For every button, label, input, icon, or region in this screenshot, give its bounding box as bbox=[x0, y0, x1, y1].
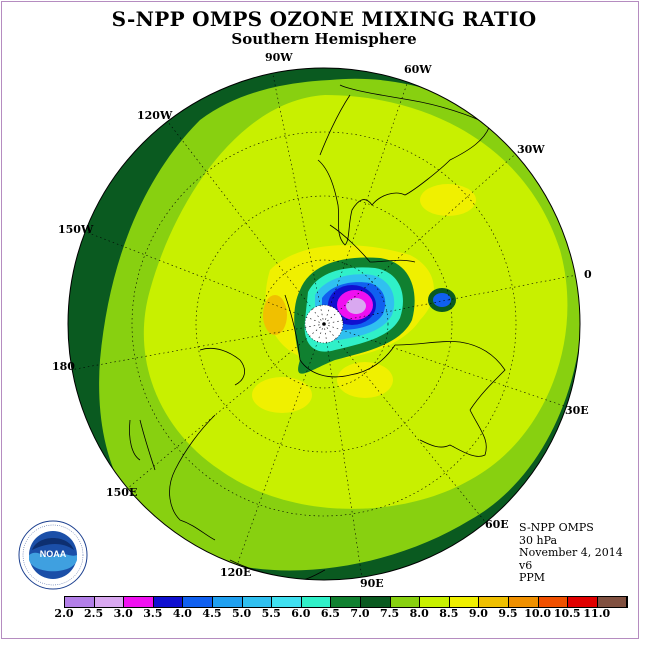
map-frame bbox=[1, 1, 639, 639]
colorbar-tick-label: 11.0 bbox=[583, 607, 611, 620]
colorbar-tick-label: 4.0 bbox=[172, 607, 192, 620]
colorbar-tick-label: 6.5 bbox=[320, 607, 340, 620]
colorbar-tick-label: 10.5 bbox=[553, 607, 581, 620]
colorbar-tick-label: 2.0 bbox=[54, 607, 74, 620]
colorbar-swatch bbox=[242, 597, 273, 607]
colorbar-labels: 2.0 2.5 3.0 3.5 4.0 4.5 5.0 5.5 6.0 6.5 7.0 7.5 8.0 8… bbox=[0, 607, 648, 621]
colorbar-tick-label: 9.5 bbox=[498, 607, 518, 620]
info-version: v6 bbox=[519, 558, 533, 572]
colorbar-swatch bbox=[331, 597, 361, 607]
lon-label-60w: 60W bbox=[404, 63, 432, 76]
map-subtitle: Southern Hemisphere bbox=[231, 30, 417, 48]
graticule-parallels bbox=[131, 131, 517, 517]
lon-label-60e: 60E bbox=[485, 518, 509, 531]
colorbar-tick-label: 9.0 bbox=[468, 607, 488, 620]
info-instrument: S-NPP OMPS bbox=[519, 521, 594, 534]
map-title: S-NPP OMPS OZONE MIXING RATIO bbox=[111, 7, 537, 31]
coastlines bbox=[129, 84, 506, 580]
ozone-blob-yellow-3 bbox=[337, 362, 393, 398]
lon-label-150w: 150W bbox=[58, 223, 94, 236]
colorbar-swatch bbox=[65, 597, 95, 607]
colorbar-tick-label: 5.0 bbox=[232, 607, 252, 620]
info-block: S-NPP OMPS 30 hPa November 4, 2014 v6 PP… bbox=[519, 521, 623, 585]
lon-label-120w: 120W bbox=[137, 109, 173, 122]
colorbar-tick-label: 10.0 bbox=[524, 607, 551, 620]
map-border bbox=[67, 67, 581, 581]
colorbar-tick-label: 5.5 bbox=[261, 607, 281, 620]
vortex-2-5 bbox=[346, 298, 366, 314]
info-units: PPM bbox=[519, 571, 546, 584]
noaa-logo-text: NOAA bbox=[40, 549, 67, 559]
info-level: 30 hPa bbox=[519, 533, 558, 547]
lon-label-90e: 90E bbox=[360, 577, 384, 590]
colorbar-tick-label: 8.5 bbox=[439, 607, 459, 620]
colorbar-tick-label: 6.0 bbox=[291, 607, 311, 620]
lon-label-90w: 90W bbox=[265, 51, 293, 64]
ozone-blob-yellow-2 bbox=[252, 377, 312, 413]
info-date: November 4, 2014 bbox=[519, 546, 623, 559]
colorbar-tick-label: 7.0 bbox=[350, 607, 370, 620]
colorbar-swatch bbox=[94, 597, 125, 607]
lon-label-0: 0 bbox=[584, 268, 592, 281]
colorbar bbox=[64, 596, 629, 608]
colorbar-swatch bbox=[508, 597, 539, 607]
colorbar-swatch bbox=[360, 597, 391, 607]
colorbar-swatch bbox=[597, 597, 628, 607]
colorbar-tick-label: 8.0 bbox=[409, 607, 429, 620]
lon-label-180: 180 bbox=[52, 360, 75, 373]
graticule-meridians bbox=[69, 69, 580, 579]
colorbar-swatch bbox=[183, 597, 213, 607]
colorbar-swatch bbox=[272, 597, 302, 607]
colorbar-swatch bbox=[124, 597, 154, 607]
ozone-blob-yellow-1 bbox=[420, 184, 476, 216]
ozone-blob-orange bbox=[263, 295, 287, 335]
colorbar-swatch bbox=[568, 597, 598, 607]
colorbar-tick-label: 3.5 bbox=[143, 607, 163, 620]
ozone-blob-blue bbox=[433, 293, 451, 307]
lon-label-30w: 30W bbox=[517, 143, 545, 156]
lon-label-30e: 30E bbox=[565, 404, 589, 417]
colorbar-swatch bbox=[420, 597, 450, 607]
colorbar-tick-label: 3.0 bbox=[113, 607, 133, 620]
colorbar-swatch bbox=[390, 597, 421, 607]
colorbar-swatch bbox=[479, 597, 509, 607]
colorbar-swatch bbox=[153, 597, 184, 607]
colorbar-swatch bbox=[538, 597, 569, 607]
noaa-logo: NOAA bbox=[18, 520, 88, 590]
colorbar-swatch bbox=[449, 597, 480, 607]
colorbar-swatch bbox=[301, 597, 332, 607]
lon-label-120e: 120E bbox=[220, 566, 252, 579]
lon-label-150e: 150E bbox=[106, 486, 138, 499]
colorbar-swatch bbox=[212, 597, 243, 607]
colorbar-tick-label: 2.5 bbox=[84, 607, 104, 620]
colorbar-tick-label: 7.5 bbox=[380, 607, 400, 620]
colorbar-tick-label: 4.5 bbox=[202, 607, 222, 620]
